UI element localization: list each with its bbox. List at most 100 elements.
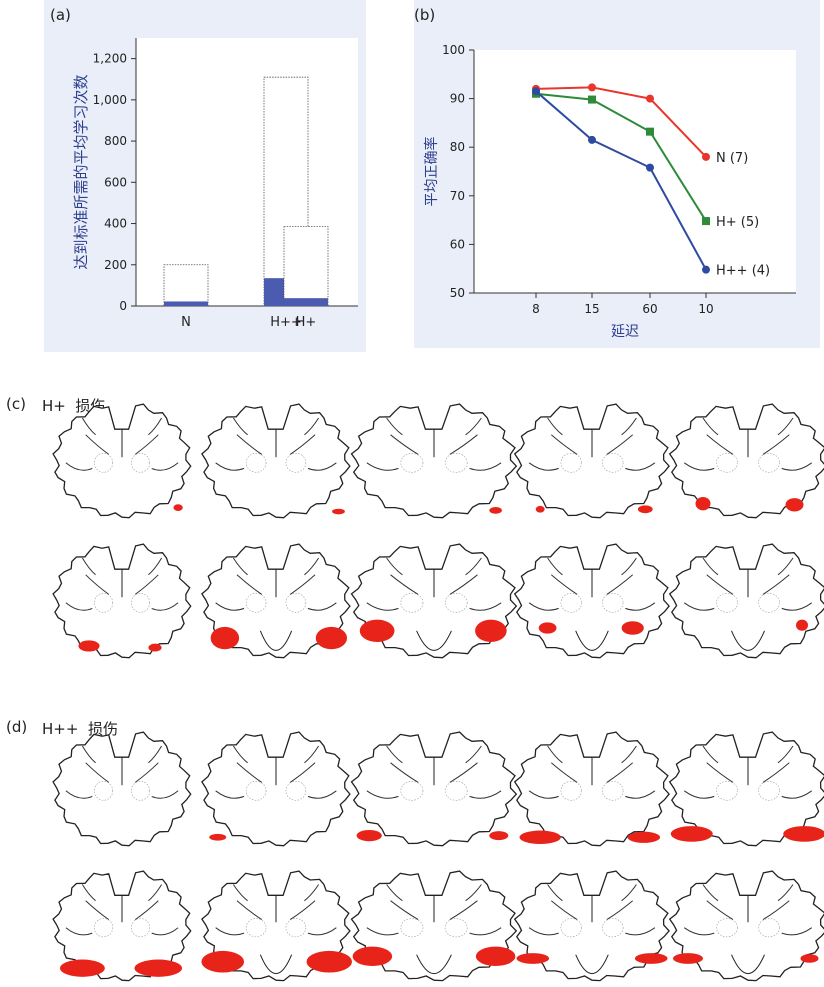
- sulcus: [528, 462, 559, 471]
- sulcus: [85, 900, 110, 921]
- y-tick-label: 50: [450, 286, 465, 300]
- brain-outline: [201, 870, 351, 982]
- sulcus: [390, 574, 419, 595]
- sulcus: [148, 745, 163, 764]
- sulcus: [304, 417, 320, 436]
- brain-section: [668, 731, 824, 847]
- internal-structure: [245, 780, 267, 801]
- sulcus: [465, 557, 482, 576]
- y-tick-label: 1,000: [93, 93, 127, 107]
- sulcus: [151, 602, 179, 611]
- internal-structure: [400, 780, 424, 801]
- sulcus: [134, 434, 159, 455]
- bar-chart: 0 200 400 600 800 1,000 1,200 N H++H+ 达到标准所需的平均学习…: [72, 38, 358, 330]
- sulcus: [65, 790, 93, 799]
- sulcus: [151, 462, 179, 471]
- sulcus: [550, 434, 578, 455]
- sulcus: [85, 434, 110, 455]
- sulcus: [85, 762, 110, 783]
- sulcus: [386, 884, 403, 902]
- brain-outline: [350, 870, 518, 982]
- internal-structure: [245, 592, 267, 613]
- brain-section: [350, 403, 518, 519]
- sulcus: [65, 462, 93, 471]
- sulcus: [81, 745, 96, 764]
- sulcus: [465, 745, 482, 764]
- brainstem: [575, 630, 609, 651]
- lesion: [352, 946, 393, 967]
- brain-outline: [201, 731, 351, 847]
- internal-structure: [602, 918, 624, 938]
- sulcus: [232, 884, 248, 902]
- sulcus: [151, 790, 179, 799]
- sulcus: [621, 745, 637, 764]
- sulcus: [547, 417, 563, 436]
- internal-structure: [444, 452, 468, 473]
- bar-segment: [284, 298, 328, 306]
- brainstem: [259, 954, 293, 974]
- brain-section: [668, 543, 824, 659]
- brain-section: [513, 731, 670, 847]
- lesion: [538, 622, 557, 634]
- data-point: [646, 94, 654, 103]
- sulcus: [550, 574, 578, 595]
- y-tick-label: 1,200: [93, 52, 127, 66]
- panel-b-label: (b): [414, 6, 436, 24]
- sulcus: [289, 762, 316, 783]
- brain-outline: [668, 731, 824, 847]
- sulcus: [236, 900, 263, 921]
- bar-total: [163, 264, 209, 307]
- brain-section: [513, 403, 670, 519]
- sulcus: [547, 745, 563, 764]
- brain-section: [350, 870, 518, 982]
- sulcus: [366, 927, 399, 936]
- sulcus: [702, 745, 719, 764]
- sulcus: [469, 790, 502, 799]
- sulcus: [469, 927, 502, 936]
- series-label: H+ (5): [716, 215, 759, 230]
- sulcus: [550, 900, 578, 921]
- internal-structure: [400, 592, 424, 613]
- sulcus: [683, 462, 715, 471]
- sulcus: [236, 434, 263, 455]
- sulcus: [683, 927, 715, 936]
- sulcus: [528, 927, 559, 936]
- sulcus: [289, 574, 316, 595]
- y-tick-label: 60: [450, 237, 465, 251]
- sulcus: [236, 762, 263, 783]
- lesion: [783, 826, 824, 842]
- lesion: [209, 833, 227, 841]
- brainstem: [731, 954, 765, 974]
- panel-c-label: (c): [6, 395, 26, 413]
- brain-section: [201, 543, 351, 659]
- sulcus: [528, 790, 559, 799]
- lesion: [210, 626, 240, 650]
- sulcus: [366, 602, 399, 611]
- x-tick-label: 15: [584, 302, 599, 316]
- sulcus: [550, 762, 578, 783]
- sulcus: [702, 417, 719, 436]
- lesion: [489, 831, 509, 841]
- brain-section: [350, 731, 518, 847]
- x-axis-label: 延迟: [611, 324, 639, 340]
- sulcus: [215, 927, 245, 936]
- data-point: [588, 83, 596, 92]
- panel-a-label: (a): [50, 6, 71, 24]
- sulcus: [232, 745, 248, 764]
- sulcus: [134, 900, 159, 921]
- sulcus: [469, 462, 502, 471]
- brain-outline: [52, 870, 192, 982]
- sulcus: [304, 557, 320, 576]
- brain-section: [513, 543, 670, 659]
- sulcus: [781, 602, 813, 611]
- line-chart: 50 60 70 80 90 100 8 15 60 10 延迟 平均正确率 N (7) H+ (5) H+…: [423, 43, 796, 340]
- brainstem: [731, 630, 765, 651]
- lesion: [148, 643, 162, 652]
- series-line: [535, 90, 707, 271]
- brain-outline: [52, 731, 192, 847]
- sulcus: [134, 574, 159, 595]
- sulcus: [232, 417, 248, 436]
- sulcus: [777, 884, 794, 902]
- brain-outline: [201, 543, 351, 659]
- brain-section: [668, 403, 824, 519]
